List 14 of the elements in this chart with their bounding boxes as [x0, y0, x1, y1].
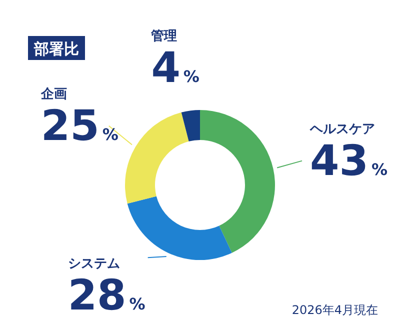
data-label: 25% — [40, 100, 118, 150]
data-label: 28% — [68, 270, 146, 320]
slice-label: 管理 — [150, 28, 178, 44]
text: 2026年4月現在 — [292, 303, 378, 317]
slice-label: 企画 — [40, 86, 67, 102]
donut-slice — [181, 110, 200, 142]
donut-slice — [127, 196, 232, 260]
text: 部署比 — [33, 40, 79, 58]
data-label: 4% — [151, 42, 200, 92]
donut-slice — [125, 112, 189, 204]
slice-label: システム — [68, 256, 120, 272]
donut-slice — [200, 110, 275, 253]
data-label: 43% — [310, 136, 388, 185]
slice-label: ヘルスケア — [309, 122, 375, 137]
